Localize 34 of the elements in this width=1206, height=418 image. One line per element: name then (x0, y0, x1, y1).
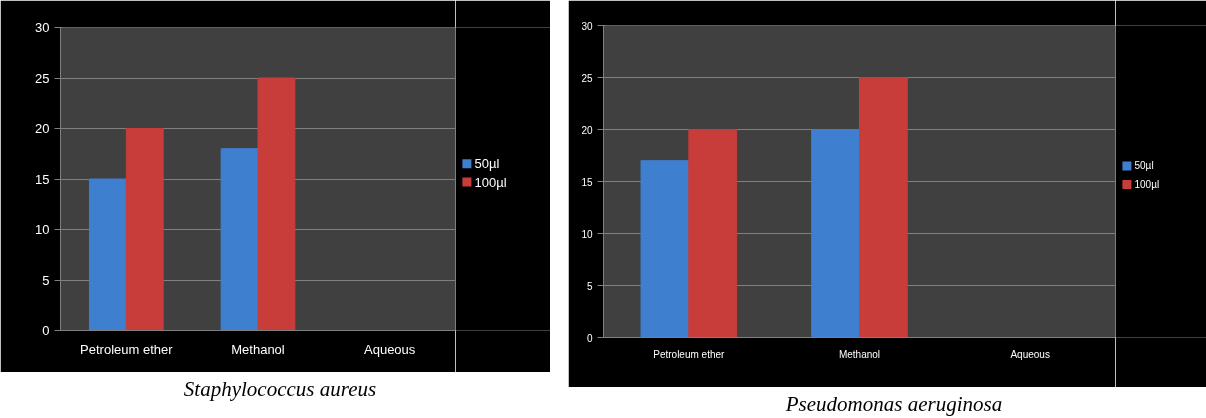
bar (220, 148, 259, 331)
y-tick-label: 20 (35, 121, 50, 136)
y-tick-label: 10 (581, 228, 593, 240)
legend-label: 50µl (474, 156, 500, 172)
y-tick-label: 0 (586, 332, 593, 344)
bar (257, 77, 296, 331)
text: Pseudomonas aeruginosa (785, 392, 1003, 416)
y-tick-label: 25 (581, 72, 593, 84)
x-tick-label: Aqueous (364, 341, 416, 357)
y-tick-label: 20 (581, 124, 593, 136)
bar (859, 77, 908, 338)
y-tick-label: 30 (35, 20, 50, 35)
y-tick-label: 15 (581, 176, 593, 188)
y-tick-label: 25 (35, 70, 50, 86)
y-tick-label: 0 (42, 323, 50, 338)
legend-label: 100µl (1134, 179, 1160, 191)
x-tick-label: Aqueous (1010, 348, 1050, 360)
bar (88, 178, 127, 331)
y-tick-label: 5 (42, 272, 50, 288)
bar (640, 160, 690, 338)
legend-label: 100µl (474, 174, 507, 190)
y-tick-label: 15 (35, 171, 50, 187)
y-tick-label: 5 (586, 280, 593, 292)
y-tick-label: 10 (35, 222, 50, 237)
bar (125, 128, 164, 331)
y-tick-label: 30 (581, 20, 593, 32)
x-tick-label: Petroleum ether (80, 341, 174, 357)
bar (811, 129, 860, 338)
bar (688, 129, 738, 338)
text: Staphylococcus aureus (183, 377, 377, 401)
x-tick-label: Methanol (838, 348, 881, 360)
legend-label: 50µl (1134, 160, 1154, 172)
x-tick-label: Methanol (231, 341, 285, 357)
x-tick-label: Petroleum ether (653, 348, 726, 360)
